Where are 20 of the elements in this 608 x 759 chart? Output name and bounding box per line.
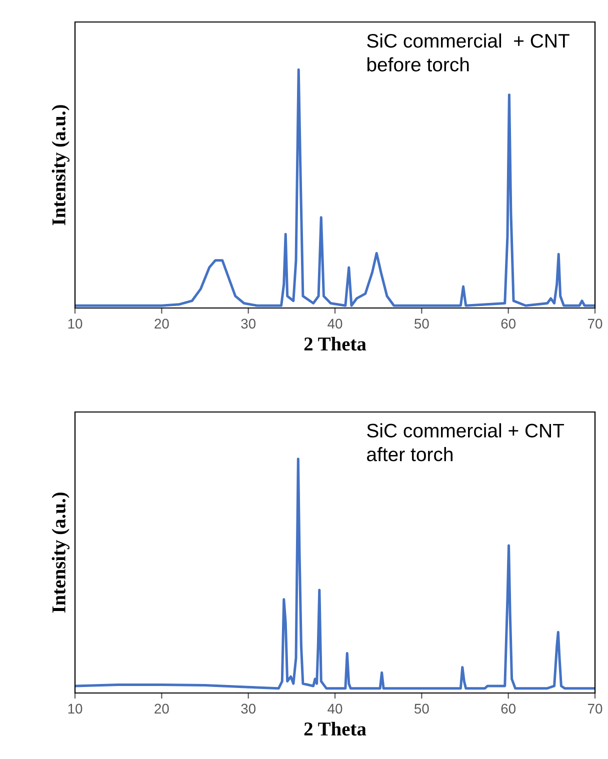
y-axis-title: Intensity (a.u.) xyxy=(52,105,70,226)
x-tick-label: 40 xyxy=(328,704,342,714)
x-tick-label: 50 xyxy=(414,704,429,714)
annotation: SiC commercial + CNT after torch xyxy=(367,423,564,462)
x-tick-label: 60 xyxy=(501,704,516,714)
x-tick-label: 20 xyxy=(154,704,169,714)
x-tick-label: 40 xyxy=(328,318,342,329)
x-tick-label: 30 xyxy=(241,704,256,714)
x-tick-label: 10 xyxy=(68,318,82,329)
x-tick-label: 30 xyxy=(241,318,256,329)
x-tick-label: 10 xyxy=(68,704,82,714)
annotation: SiC commercial + CNT before torch xyxy=(367,33,570,72)
x-axis-title: 2 Theta xyxy=(304,336,366,351)
y-axis-title: Intensity (a.u.) xyxy=(52,492,70,613)
x-tick-label: 70 xyxy=(588,704,602,714)
x-axis-title: 2 Theta xyxy=(304,722,366,736)
x-tick-label: 20 xyxy=(154,318,169,329)
x-tick-label: 50 xyxy=(414,318,429,329)
x-tick-label: 60 xyxy=(501,318,516,329)
x-tick-label: 70 xyxy=(588,318,602,329)
